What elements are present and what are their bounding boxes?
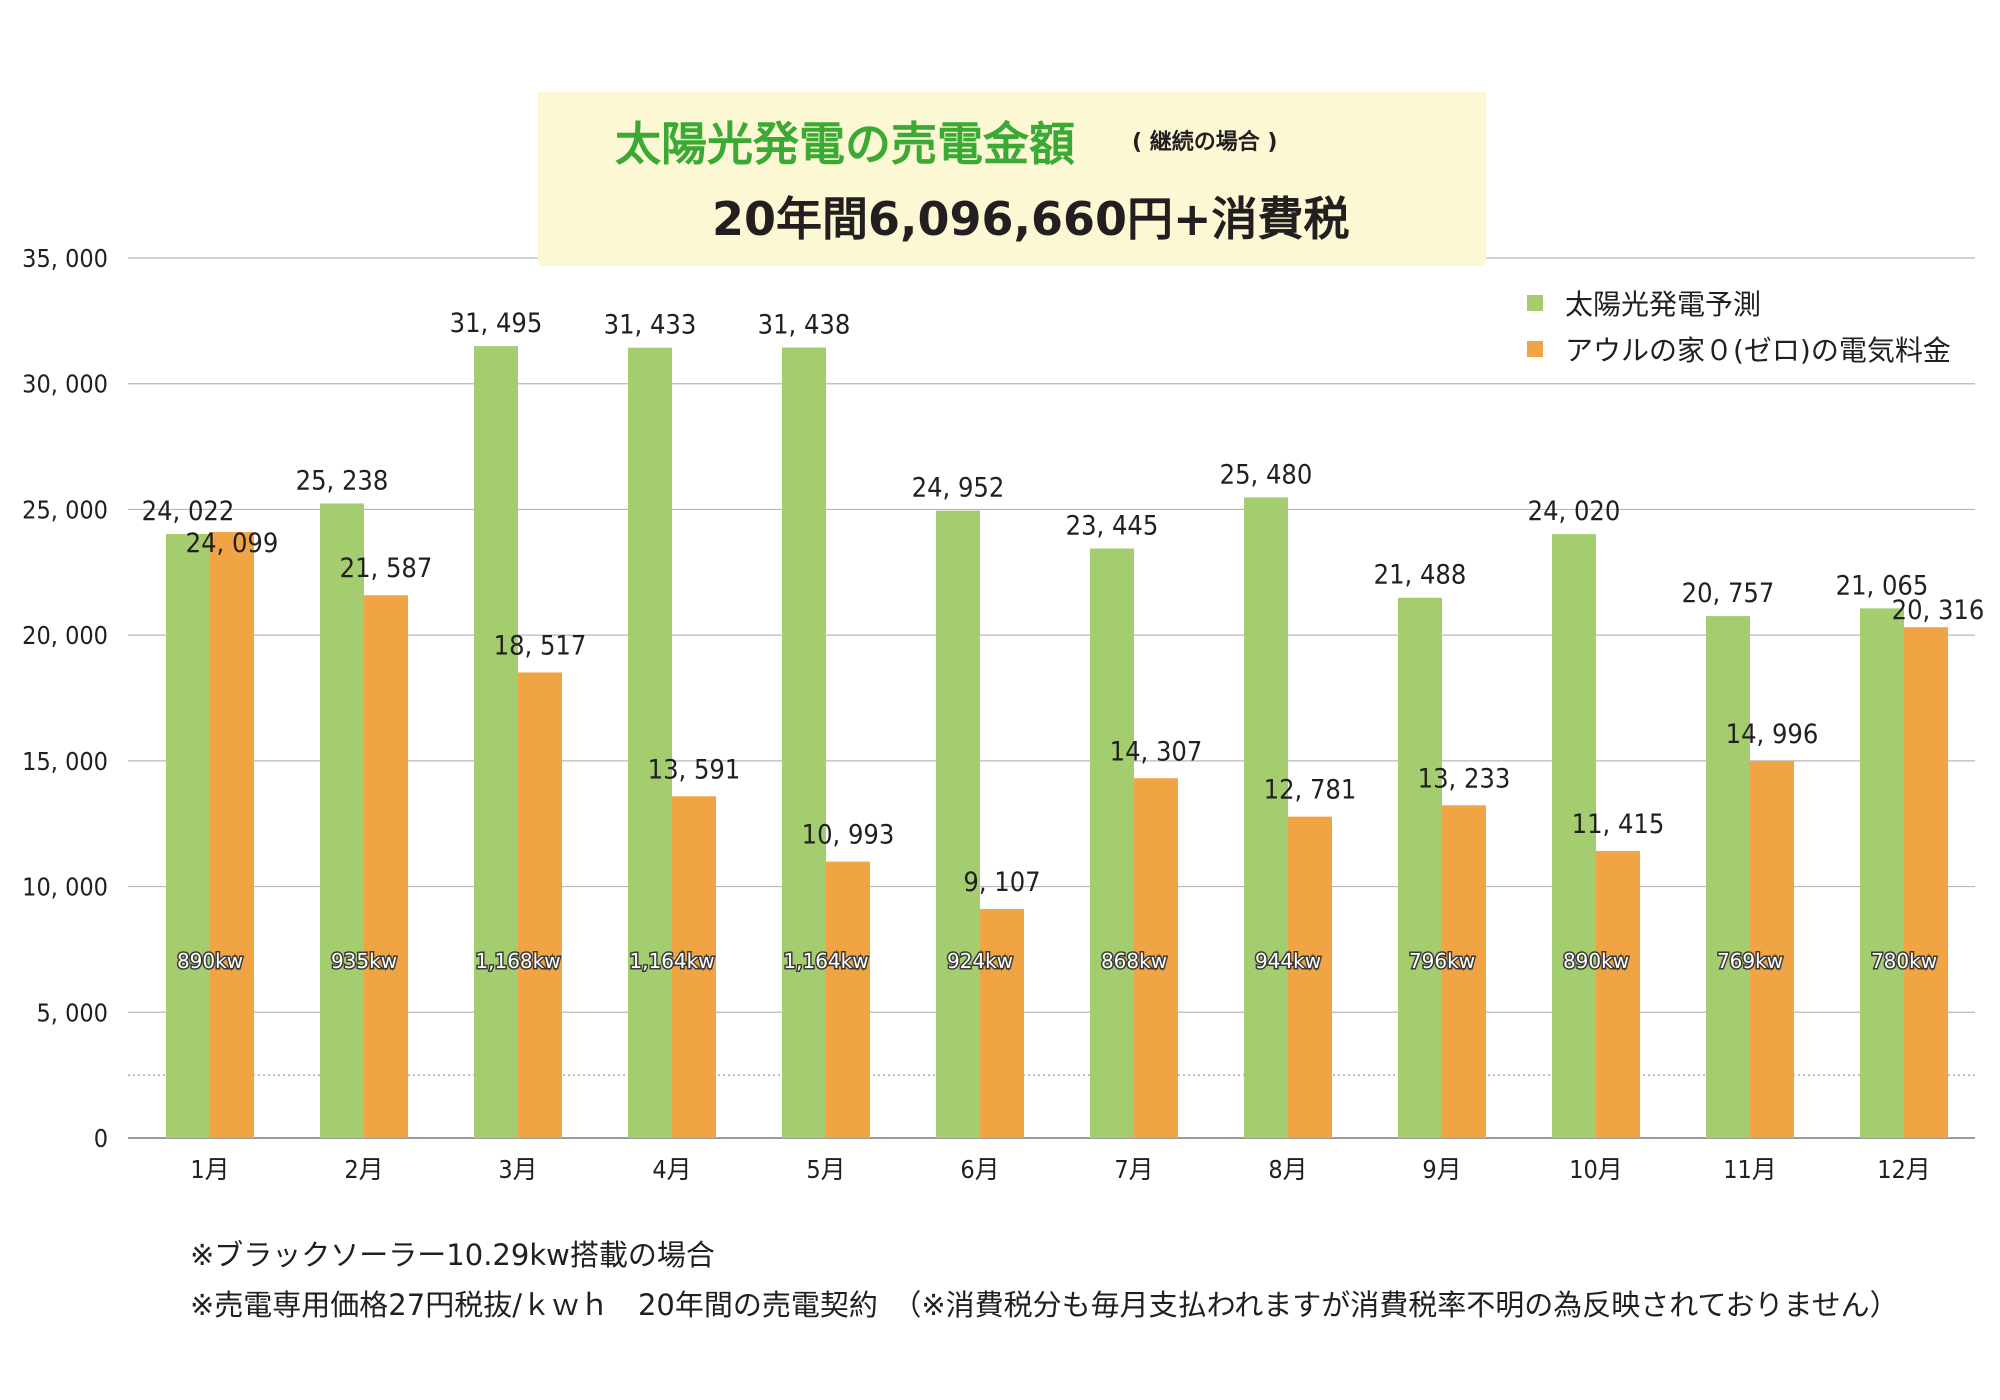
bar-solar (936, 510, 980, 1138)
data-label-electricity: 10, 993 (802, 820, 895, 851)
data-label-solar: 20, 757 (1682, 578, 1775, 609)
data-label-solar: 31, 438 (758, 310, 851, 341)
data-label-electricity: 18, 517 (494, 630, 587, 661)
bars (166, 346, 1948, 1139)
bar-electricity (518, 672, 562, 1138)
bar-solar (1244, 497, 1288, 1138)
legend-swatch-solar (1527, 295, 1543, 311)
bar-solar (1860, 608, 1904, 1138)
bar-kw-annotation: 780kw (1871, 949, 1937, 973)
bar-solar (1090, 548, 1134, 1138)
bar-kw-annotation: 924kw (947, 949, 1013, 973)
data-label-electricity: 21, 587 (340, 553, 433, 584)
bar-solar (166, 534, 210, 1138)
bar-kw-annotation: 890kw (1563, 949, 1629, 973)
data-label-solar: 25, 480 (1220, 459, 1313, 490)
bar-electricity (210, 532, 254, 1138)
legend-item-solar: 太陽光発電予測 (1527, 280, 1951, 326)
data-label-electricity: 20, 316 (1892, 595, 1985, 626)
bar-solar (320, 503, 364, 1138)
x-tick-label: 12月 (1877, 1155, 1931, 1184)
bar-kw-annotation: 935kw (331, 949, 397, 973)
data-label-solar: 31, 433 (604, 310, 697, 341)
bar-solar (628, 347, 672, 1138)
y-tick-label: 25, 000 (22, 495, 108, 524)
data-label-solar: 25, 238 (296, 465, 389, 496)
x-tick-label: 10月 (1569, 1155, 1623, 1184)
y-tick-label: 0 (94, 1124, 108, 1153)
y-tick-label: 35, 000 (22, 244, 108, 273)
y-tick-label: 10, 000 (22, 873, 108, 902)
data-label-solar: 23, 445 (1066, 511, 1159, 542)
data-label-electricity: 11, 415 (1572, 809, 1665, 840)
data-label-electricity: 24, 099 (186, 528, 279, 559)
bar-solar (1552, 534, 1596, 1138)
bar-electricity (672, 796, 716, 1138)
bar-electricity (1596, 850, 1640, 1138)
data-label-solar: 21, 065 (1836, 570, 1929, 601)
title-box (538, 92, 1486, 266)
y-axis-ticks: 0 5, 000 10, 000 15, 000 20, 000 25, 000 30, 0… (22, 244, 108, 1153)
data-label-solar: 31, 495 (450, 308, 543, 339)
data-label-electricity: 14, 996 (1726, 719, 1819, 750)
footnote-contract-terms: ※売電専用価格27円税抜/ｋｗｈ 20年間の売電契約 （※消費税分も毎月支払われ… (190, 1288, 1899, 1322)
x-tick-label: 2月 (344, 1155, 383, 1184)
x-tick-label: 9月 (1422, 1155, 1461, 1184)
grid-lines (128, 257, 1975, 1139)
bar-solar (1398, 597, 1442, 1138)
x-tick-label: 3月 (498, 1155, 537, 1184)
legend-label-electricity: アウルの家０(ゼロ)の電気料金 (1565, 334, 1951, 367)
chart-subtitle: 20年間6,096,660円+消費税 (712, 192, 1350, 246)
y-tick-label: 30, 000 (22, 370, 108, 399)
bar-kw-annotation: 1,168kw (475, 949, 560, 973)
data-label-electricity: 13, 591 (648, 754, 741, 785)
data-label-solar: 24, 022 (142, 496, 235, 527)
y-tick-label: 5, 000 (36, 998, 108, 1027)
x-tick-label: 7月 (1114, 1155, 1153, 1184)
chart-title: 太陽光発電の売電金額 (615, 117, 1075, 171)
data-label-solar: 24, 020 (1528, 496, 1621, 527)
bar-kw-annotation: 868kw (1101, 949, 1167, 973)
y-tick-label: 15, 000 (22, 747, 108, 776)
x-tick-label: 4月 (652, 1155, 691, 1184)
bar-electricity (826, 861, 870, 1138)
x-tick-label: 1月 (190, 1155, 229, 1184)
data-label-electricity: 12, 781 (1264, 775, 1357, 806)
bar-solar (1706, 616, 1750, 1138)
bar-electricity (980, 909, 1024, 1138)
bar-electricity (1750, 760, 1794, 1138)
data-label-solar: 24, 952 (912, 473, 1005, 504)
bar-kw-annotation: 769kw (1717, 949, 1783, 973)
bar-solar (474, 346, 518, 1138)
bar-electricity (1904, 627, 1948, 1138)
data-label-electricity: 9, 107 (963, 867, 1040, 898)
x-tick-label: 6月 (960, 1155, 999, 1184)
bar-kw-annotation: 890kw (177, 949, 243, 973)
x-tick-label: 5月 (806, 1155, 845, 1184)
y-tick-label: 20, 000 (22, 621, 108, 650)
legend-label-solar: 太陽光発電予測 (1565, 288, 1762, 321)
bar-kw-annotation: 1,164kw (783, 949, 868, 973)
bar-electricity (1134, 778, 1178, 1138)
bar-solar (782, 347, 826, 1139)
data-label-electricity: 14, 307 (1110, 736, 1203, 767)
x-tick-label: 8月 (1268, 1155, 1307, 1184)
chart-title-note: ( 継続の場合 ) (1132, 130, 1278, 155)
legend: 太陽光発電予測 アウルの家０(ゼロ)の電気料金 (1527, 280, 1951, 372)
data-label-solar: 21, 488 (1374, 560, 1467, 591)
data-label-electricity: 13, 233 (1418, 763, 1511, 794)
bar-kw-annotation: 796kw (1409, 949, 1475, 973)
legend-swatch-electricity (1527, 341, 1543, 357)
footnote-panel-spec: ※ブラックソーラー10.29kw搭載の場合 (190, 1238, 715, 1272)
legend-item-electricity: アウルの家０(ゼロ)の電気料金 (1527, 326, 1951, 372)
bar-electricity (364, 595, 408, 1138)
bar-electricity (1442, 805, 1486, 1138)
x-axis-ticks: 1月 2月 3月 4月 5月 6月 7月 8月 9月 10月 11月 12月 (190, 1155, 1930, 1184)
x-tick-label: 11月 (1723, 1155, 1777, 1184)
bar-kw-annotation: 1,164kw (629, 949, 714, 973)
bar-kw-annotation: 944kw (1255, 949, 1321, 973)
bar-electricity (1288, 816, 1332, 1138)
